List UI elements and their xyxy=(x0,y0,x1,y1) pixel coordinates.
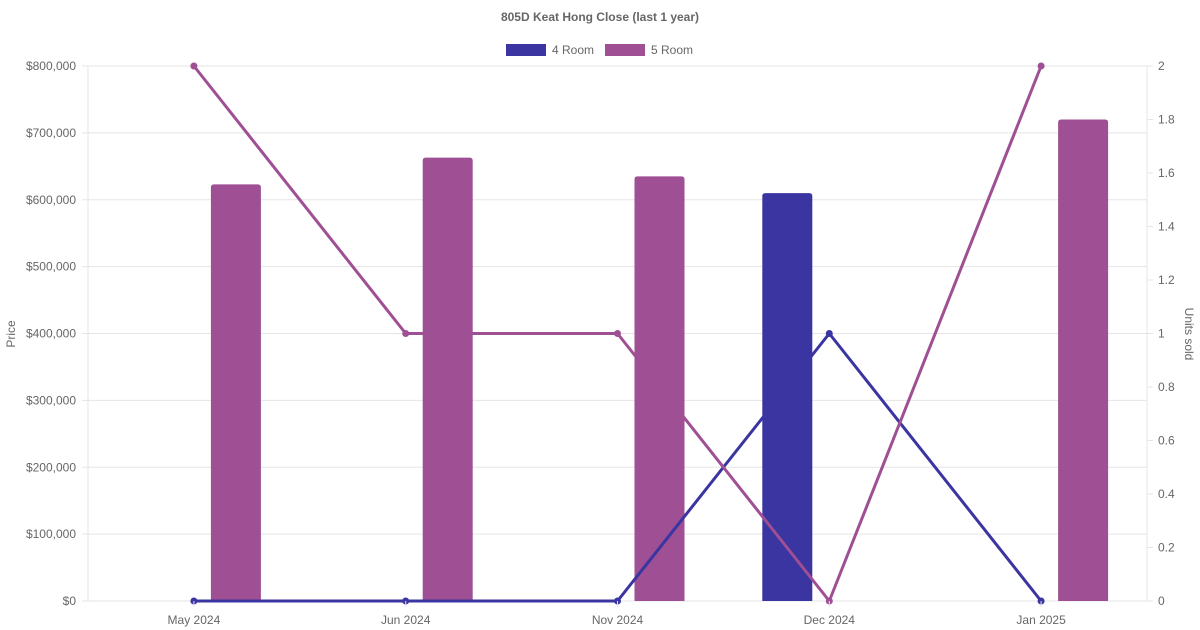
bar-4-room-dec-2024[interactable] xyxy=(762,193,813,601)
y-right-axis-title: Units sold xyxy=(1182,308,1196,361)
legend: 4 Room 5 Room xyxy=(506,43,693,57)
legend-item-4-room[interactable]: 4 Room xyxy=(506,43,594,57)
y-left-tick-label: $100,000 xyxy=(26,527,76,541)
x-tick-label-jun-2024: Jun 2024 xyxy=(381,613,431,627)
point-5-room-jun-2024[interactable] xyxy=(402,330,410,337)
bar-5-room-may-2024[interactable] xyxy=(210,184,261,601)
y-right-tick-label: 1.6 xyxy=(1158,166,1175,180)
x-tick-label-dec-2024: Dec 2024 xyxy=(804,613,856,627)
chart-title: 805D Keat Hong Close (last 1 year) xyxy=(501,10,699,24)
y-left-tick-label: $600,000 xyxy=(26,193,76,207)
y-left-tick-label: $200,000 xyxy=(26,460,76,474)
y-left-axis-title: Price xyxy=(4,320,18,348)
legend-label-5-room: 5 Room xyxy=(651,43,693,57)
legend-swatch-5-room xyxy=(605,44,645,56)
y-right-tick-label: 2 xyxy=(1158,59,1165,73)
y-left-tick-label: $0 xyxy=(63,594,77,608)
x-tick-label-jan-2025: Jan 2025 xyxy=(1016,613,1066,627)
legend-swatch-4-room xyxy=(506,44,546,56)
y-left-tick-label: $800,000 xyxy=(26,59,76,73)
y-left-tick-label: $400,000 xyxy=(26,327,76,341)
x-tick-label-nov-2024: Nov 2024 xyxy=(592,613,644,627)
point-4-room-dec-2024[interactable] xyxy=(825,330,833,337)
y-right-tick-label: 0.8 xyxy=(1158,380,1175,394)
y-right-tick-label: 0.4 xyxy=(1158,487,1175,501)
legend-item-5-room[interactable]: 5 Room xyxy=(605,43,693,57)
y-left-tick-label: $300,000 xyxy=(26,393,76,407)
y-right-tick-label: 1 xyxy=(1158,327,1165,341)
y-right-tick-label: 1.8 xyxy=(1158,113,1175,127)
y-right-tick-label: 1.4 xyxy=(1158,220,1175,234)
point-5-room-jan-2025[interactable] xyxy=(1037,62,1045,70)
point-5-room-may-2024[interactable] xyxy=(190,62,198,70)
y-right-tick-label: 0.6 xyxy=(1158,434,1175,448)
bar-5-room-jun-2024[interactable] xyxy=(422,157,473,601)
y-right-tick-label: 0 xyxy=(1158,594,1165,608)
axis-layer: $0 $100,000 $200,000 $300,000 $400,000 $500,0… xyxy=(26,59,1175,627)
y-right-tick-label: 0.2 xyxy=(1158,541,1175,555)
y-right-tick-label: 1.2 xyxy=(1158,273,1175,287)
point-5-room-nov-2024[interactable] xyxy=(614,330,621,337)
x-tick-label-may-2024: May 2024 xyxy=(168,613,221,627)
y-left-tick-label: $700,000 xyxy=(26,126,76,140)
bar-5-room-jan-2025[interactable] xyxy=(1058,119,1109,602)
y-left-tick-label: $500,000 xyxy=(26,260,76,274)
legend-label-4-room: 4 Room xyxy=(552,43,594,57)
bar-layer xyxy=(210,119,1109,602)
